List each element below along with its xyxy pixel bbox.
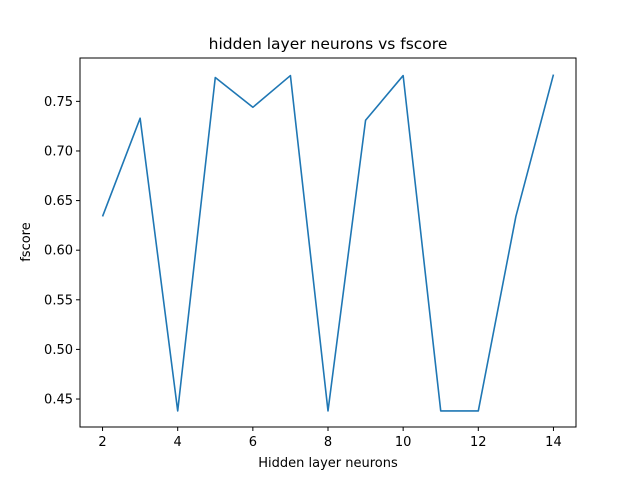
- y-tick-label: 0.65: [44, 194, 73, 209]
- x-axis: 2 4 6 8 10 12 14: [98, 427, 562, 450]
- y-tick-label: 0.50: [44, 343, 73, 358]
- y-tick-label: 0.70: [44, 144, 73, 159]
- chart-title: hidden layer neurons vs fscore: [209, 35, 448, 53]
- y-axis: 0.45 0.50 0.55 0.60 0.65 0.70 0.75: [44, 95, 80, 408]
- y-tick-label: 0.45: [44, 393, 73, 408]
- x-tick-label: 10: [395, 435, 412, 450]
- x-axis-label: Hidden layer neurons: [258, 456, 398, 471]
- x-tick-label: 4: [174, 435, 182, 450]
- x-tick-label: 2: [98, 435, 106, 450]
- x-tick-label: 14: [545, 435, 562, 450]
- y-tick-label: 0.75: [44, 95, 73, 110]
- series-line-0: [101, 74, 555, 412]
- y-tick-label: 0.60: [44, 244, 73, 259]
- x-tick-label: 8: [324, 435, 332, 450]
- x-tick-label: 6: [249, 435, 257, 450]
- y-axis-label: fscore: [19, 222, 34, 262]
- y-tick-label: 0.55: [44, 293, 73, 308]
- x-tick-label: 12: [470, 435, 487, 450]
